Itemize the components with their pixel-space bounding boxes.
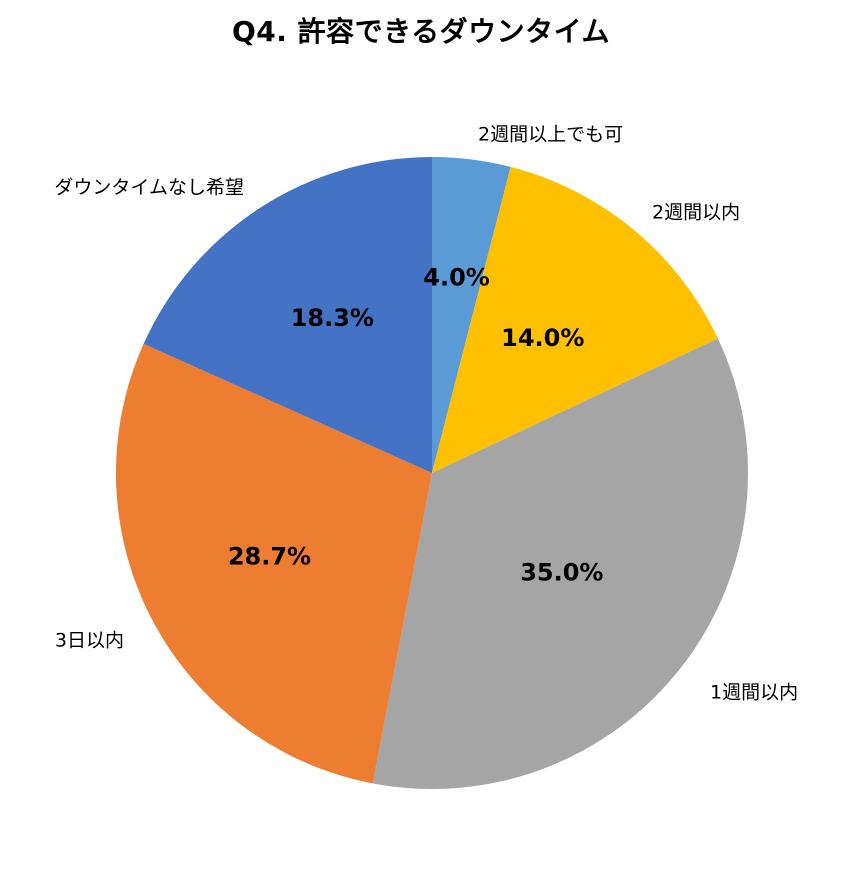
chart-title: Q4. 許容できるダウンタイム	[231, 15, 611, 48]
pie-slice	[143, 157, 432, 473]
pie-slices	[116, 157, 748, 789]
pie-slice	[116, 343, 433, 784]
slice-category-label: 2週間以上でも可	[478, 124, 623, 146]
slice-category-label: 1週間以内	[710, 682, 798, 704]
slice-value-label: 4.0%	[423, 264, 490, 292]
slice-value-label: 28.7%	[228, 543, 311, 571]
pie-value-labels: 4.0% 14.0% 35.0% 28.7% 18.3%	[228, 264, 604, 587]
slice-category-label: 3日以内	[55, 630, 124, 652]
pie-category-labels: 2週間以上でも可 2週間以内 1週間以内 3日以内 ダウンタイムなし希望	[54, 124, 798, 704]
slice-category-label: 2週間以内	[652, 202, 740, 224]
pie-slice	[432, 157, 511, 473]
pie-slice	[372, 338, 748, 789]
slice-value-label: 35.0%	[520, 559, 603, 587]
slice-category-label: ダウンタイムなし希望	[54, 177, 244, 199]
slice-value-label: 18.3%	[291, 304, 374, 332]
slice-value-label: 14.0%	[501, 324, 584, 352]
pie-slice	[432, 166, 718, 473]
